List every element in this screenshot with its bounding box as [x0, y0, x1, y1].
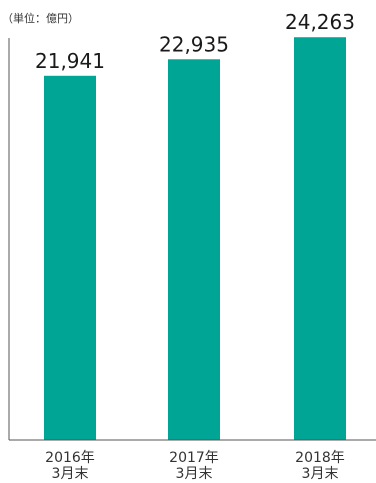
bars-group	[44, 37, 346, 441]
bar-2	[168, 59, 220, 441]
value-label-1: 21,941	[35, 49, 105, 73]
x-tick-label-2-line-2: 3月末	[176, 466, 213, 482]
value-label-2: 22,935	[159, 32, 229, 56]
x-tick-label-3-line-1: 2018年	[295, 450, 345, 466]
x-tick-label-3-line-2: 3月末	[302, 466, 339, 482]
bar-1	[44, 75, 96, 440]
unit-label: （単位：億円）	[2, 11, 79, 25]
x-tick-label-1-line-1: 2016年	[45, 450, 95, 466]
bar-3	[294, 37, 346, 441]
value-labels-group: 21,941 22,935 24,263	[35, 10, 355, 73]
value-label-3: 24,263	[285, 10, 355, 34]
x-tick-label-2-line-1: 2017年	[169, 450, 219, 466]
x-tick-label-1-line-2: 3月末	[52, 466, 89, 482]
